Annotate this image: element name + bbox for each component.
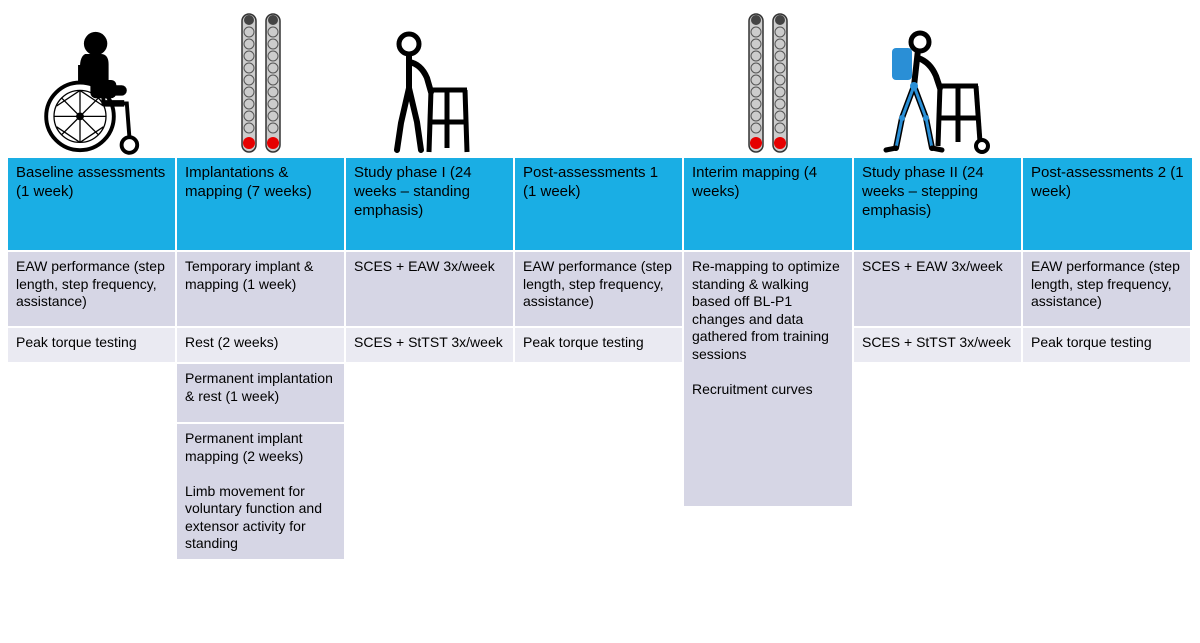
cell-interim-0: Re-mapping to optimize standing & walkin…	[684, 250, 854, 326]
cell-implant-extra-1: Permanent implant mapping (2 weeks) Limb…	[177, 422, 346, 559]
electrodes-icon	[739, 8, 799, 158]
icon-cell-phase2	[854, 8, 1023, 158]
header-baseline: Baseline assessments (1 week)	[8, 158, 177, 250]
body-row-1: EAW performance (step length, step frequ…	[8, 250, 1192, 326]
icon-cell-phase1	[346, 8, 515, 158]
cell-baseline-0: EAW performance (step length, step frequ…	[8, 250, 177, 326]
cell-phase1-0: SCES + EAW 3x/week	[346, 250, 515, 326]
header-row: Baseline assessments (1 week) Implantati…	[8, 158, 1192, 250]
icon-row	[8, 8, 1192, 158]
cell-phase1-1: SCES + StTST 3x/week	[346, 326, 515, 362]
header-phase1: Study phase I (24 weeks – standing empha…	[346, 158, 515, 250]
electrodes-icon	[232, 8, 292, 158]
body-row-2: Peak torque testing Rest (2 weeks) SCES …	[8, 326, 1192, 362]
icon-cell-baseline	[8, 8, 177, 158]
extra-row-2: Permanent implant mapping (2 weeks) Limb…	[8, 422, 1192, 559]
cell-implant-0: Temporary implant & mapping (1 week)	[177, 250, 346, 326]
walker-icon	[371, 28, 491, 158]
header-phase2: Study phase II (24 weeks – stepping emph…	[854, 158, 1023, 250]
cell-phase2-0: SCES + EAW 3x/week	[854, 250, 1023, 326]
exo-walker-icon	[874, 28, 1004, 158]
cell-implant-1: Rest (2 weeks)	[177, 326, 346, 362]
header-post2: Post-assessments 2 (1 week)	[1023, 158, 1192, 250]
icon-cell-implant	[177, 8, 346, 158]
header-implant: Implantations & mapping (7 weeks)	[177, 158, 346, 250]
header-post1: Post-assessments 1 (1 week)	[515, 158, 684, 250]
icon-cell-post1	[515, 8, 684, 158]
cell-post1-1: Peak torque testing	[515, 326, 684, 362]
cell-baseline-1: Peak torque testing	[8, 326, 177, 362]
wheelchair-icon	[28, 28, 158, 158]
study-timeline-diagram: Baseline assessments (1 week) Implantati…	[8, 8, 1192, 559]
cell-post2-0: EAW performance (step length, step frequ…	[1023, 250, 1192, 326]
icon-cell-interim	[684, 8, 854, 158]
cell-post2-1: Peak torque testing	[1023, 326, 1192, 362]
cell-phase2-1: SCES + StTST 3x/week	[854, 326, 1023, 362]
cell-post1-0: EAW performance (step length, step frequ…	[515, 250, 684, 326]
cell-implant-extra-0: Permanent implantation & rest (1 week)	[177, 362, 346, 422]
extra-row-1: Permanent implantation & rest (1 week)	[8, 362, 1192, 422]
icon-cell-post2	[1023, 8, 1192, 158]
header-interim: Interim mapping (4 weeks)	[684, 158, 854, 250]
